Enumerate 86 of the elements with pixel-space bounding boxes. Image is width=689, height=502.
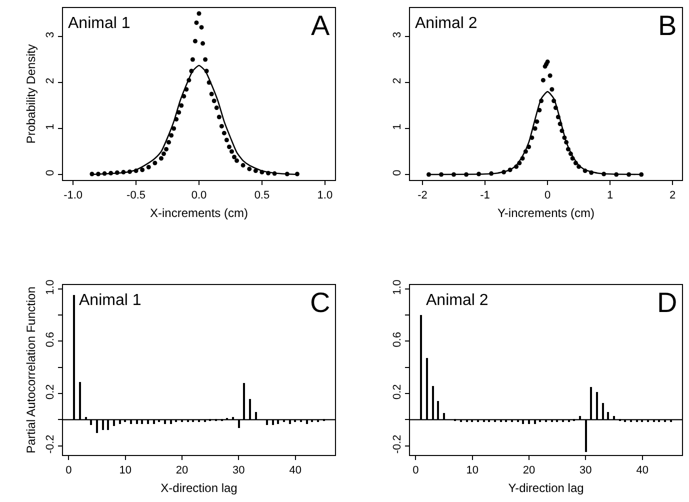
point [152,160,158,166]
point [548,73,552,78]
y-tick-label: 0.6 [44,332,56,348]
point [232,154,237,160]
point [234,158,240,163]
point [161,152,166,156]
x-axis-title: Y-direction lag [508,481,584,496]
x-tick-label: 1.0 [317,189,333,202]
x-tick-label: 0 [544,189,551,202]
point [199,25,204,30]
y-tick-label: 2 [392,78,404,84]
point [229,149,234,154]
y-tick-label: 2 [44,78,56,84]
annotation: Animal 2 [415,15,478,32]
x-tick-label: -0.5 [126,189,146,202]
point [172,126,176,131]
x-tick-label: 0 [66,464,72,476]
x-tick-label: 30 [580,464,592,476]
point [192,38,198,44]
point [146,164,151,170]
point [166,140,172,145]
point [140,168,145,172]
x-tick-label: 30 [232,464,245,476]
annotation: B [658,10,677,41]
point [190,57,195,62]
x-tick-label: 0 [412,464,419,476]
y-tick-label: 0 [44,170,56,176]
point [540,78,546,82]
x-tick-label: 10 [119,464,132,476]
point [224,138,229,142]
y-tick-label: 0.2 [392,384,404,400]
x-tick-label: 2 [670,189,676,202]
y-tick-label: -0.2 [392,434,404,454]
y-axis-title: Partial Autocorrelation Function [24,286,38,454]
point [226,144,232,150]
x-tick-label: 0.0 [191,189,207,202]
annotation: D [657,287,678,318]
annotation: C [310,287,330,318]
x-axis-title: X-increments (cm) [150,206,248,220]
point [209,92,214,96]
point [216,114,222,120]
x-tick-label: -1.0 [64,189,83,202]
y-tick-label: 1.0 [44,280,56,295]
y-axis-title: Probability Density [24,44,38,144]
y-tick-label: 3 [44,32,56,38]
point [550,87,554,92]
y-tick-label: 1.0 [392,280,404,295]
point [247,166,252,172]
x-tick-label: 10 [466,464,478,476]
line-series [91,64,298,176]
x-tick-label: 40 [636,464,648,476]
annotation: Animal 1 [79,292,142,309]
y-tick-label: 1 [44,124,56,130]
point [253,168,258,174]
point [196,11,202,16]
y-tick-label: 3 [392,32,404,38]
annotation: Animal 2 [426,292,488,309]
y-tick-label: -0.2 [44,434,56,454]
y-tick-label: 0.6 [392,332,404,348]
point [534,119,540,124]
x-tick-label: 40 [289,464,302,476]
y-tick-label: 0.2 [44,384,56,400]
point [240,163,246,168]
x-axis-title: X-direction lag [160,481,238,496]
x-axis-title: Y-increments (cm) [498,206,594,220]
point [212,98,216,104]
point [158,156,164,161]
x-tick-label: 0.5 [254,189,270,202]
point [222,130,226,136]
point [164,146,169,152]
annotation: A [311,10,330,41]
x-tick-label: 1 [607,189,614,202]
annotation: Animal 1 [68,15,130,32]
y-tick-label: 1 [392,124,404,130]
x-tick-label: -2 [418,189,428,202]
point [219,124,224,128]
point [214,106,219,110]
y-tick-label: 0 [392,170,404,176]
point [532,126,538,131]
point [194,20,199,25]
x-tick-label: 20 [522,464,536,476]
x-tick-label: 20 [176,464,188,476]
x-tick-label: -1 [480,189,490,202]
point [200,41,206,46]
point [203,57,208,62]
point [169,133,174,138]
